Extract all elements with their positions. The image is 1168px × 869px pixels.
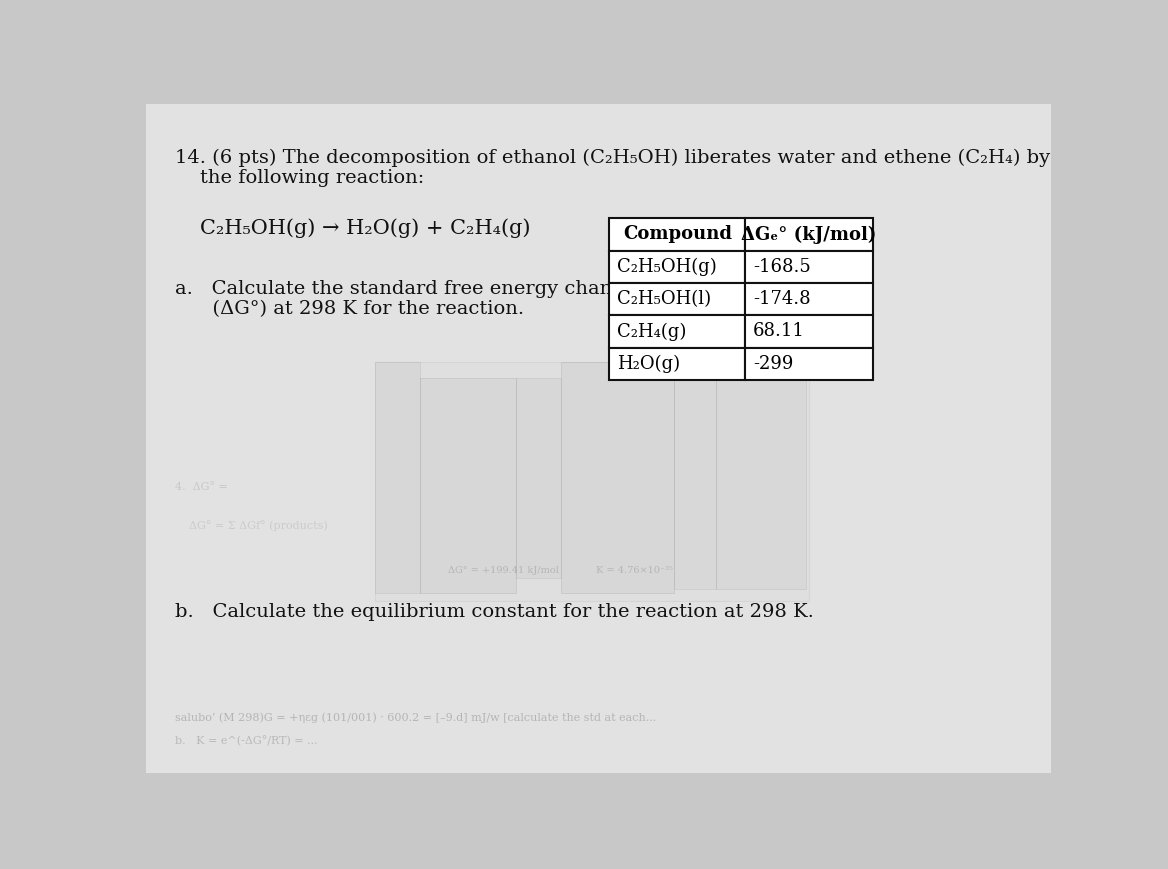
Bar bbox=[610, 218, 745, 250]
Text: ΔG° = +199.41 kJ/mol: ΔG° = +199.41 kJ/mol bbox=[449, 567, 559, 575]
Bar bbox=[516, 378, 562, 578]
Bar bbox=[562, 362, 674, 594]
Bar bbox=[610, 283, 745, 315]
Text: salubo’ (M 298)G = +ηεg (101/001) · 600.2 = [–9.d] mJ/w [calculate the std at ea: salubo’ (M 298)G = +ηεg (101/001) · 600.… bbox=[175, 713, 656, 723]
Bar bbox=[745, 348, 872, 380]
Text: -299: -299 bbox=[753, 355, 793, 373]
Bar bbox=[419, 378, 516, 594]
Bar bbox=[610, 315, 745, 348]
Text: K = 4.76×10⁻³⁵: K = 4.76×10⁻³⁵ bbox=[596, 567, 673, 575]
Text: C₂H₅OH(g): C₂H₅OH(g) bbox=[617, 257, 717, 275]
Bar bbox=[375, 362, 808, 601]
Bar bbox=[716, 358, 806, 589]
Text: ΔGₑ° (kJ/mol): ΔGₑ° (kJ/mol) bbox=[742, 225, 877, 243]
Bar bbox=[745, 283, 872, 315]
Text: 68.11: 68.11 bbox=[753, 322, 805, 341]
Text: (ΔG°) at 298 K for the reaction.: (ΔG°) at 298 K for the reaction. bbox=[175, 300, 524, 318]
Bar bbox=[745, 218, 872, 250]
Text: a.   Calculate the standard free energy change: a. Calculate the standard free energy ch… bbox=[175, 280, 637, 298]
Bar bbox=[610, 250, 745, 283]
Text: C₂H₅OH(l): C₂H₅OH(l) bbox=[617, 290, 711, 308]
Text: 14. (6 pts) The decomposition of ethanol (C₂H₅OH) liberates water and ethene (C₂: 14. (6 pts) The decomposition of ethanol… bbox=[175, 149, 1050, 167]
Text: C₂H₅OH(g) → H₂O(g) + C₂H₄(g): C₂H₅OH(g) → H₂O(g) + C₂H₄(g) bbox=[200, 218, 530, 238]
Text: the following reaction:: the following reaction: bbox=[175, 169, 425, 187]
Text: -168.5: -168.5 bbox=[753, 258, 811, 275]
Bar bbox=[745, 315, 872, 348]
Text: Compound: Compound bbox=[623, 225, 732, 243]
Text: C₂H₄(g): C₂H₄(g) bbox=[617, 322, 687, 341]
Bar bbox=[674, 366, 716, 589]
Bar bbox=[745, 250, 872, 283]
Text: b.   K = e^(-ΔG°/RT) = ...: b. K = e^(-ΔG°/RT) = ... bbox=[175, 736, 318, 746]
Text: H₂O(g): H₂O(g) bbox=[617, 355, 680, 373]
Bar bbox=[610, 348, 745, 380]
Text: ΔG° = Σ ΔGf° (products): ΔG° = Σ ΔGf° (products) bbox=[175, 520, 328, 531]
Bar bbox=[375, 362, 419, 594]
Text: -174.8: -174.8 bbox=[753, 290, 811, 308]
Text: 4.  ΔG° =: 4. ΔG° = bbox=[175, 481, 228, 492]
Text: b.   Calculate the equilibrium constant for the reaction at 298 K.: b. Calculate the equilibrium constant fo… bbox=[175, 603, 814, 621]
